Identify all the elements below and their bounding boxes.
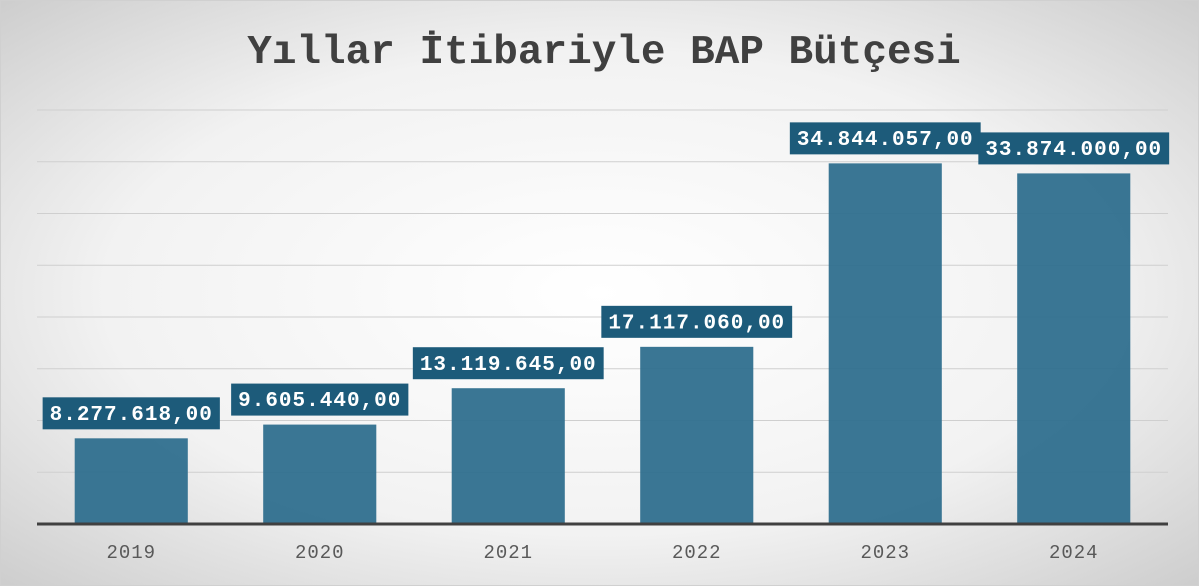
data-label-box [231, 383, 409, 416]
data-label: 33.874.000,00 [985, 139, 1162, 162]
chart-title: Yıllar İtibariyle BAP Bütçesi [247, 30, 961, 76]
x-tick-label: 2021 [483, 542, 533, 564]
bar [263, 424, 377, 524]
bar [640, 346, 754, 524]
x-tick-label: 2023 [860, 542, 910, 564]
x-tick-label: 2020 [295, 542, 345, 564]
bar [74, 438, 188, 524]
x-tick-label: 2019 [106, 542, 156, 564]
bar [828, 163, 942, 524]
data-label-box [42, 397, 220, 430]
data-label: 34.844.057,00 [797, 129, 974, 152]
data-label-box [978, 132, 1170, 165]
data-label: 9.605.440,00 [238, 390, 401, 413]
data-label: 8.277.618,00 [50, 404, 213, 427]
x-tick-label: 2022 [672, 542, 722, 564]
bar [1017, 173, 1131, 524]
data-label: 13.119.645,00 [420, 354, 597, 377]
x-tick-label: 2024 [1049, 542, 1099, 564]
data-label-box [412, 347, 604, 380]
data-label-box [789, 122, 981, 155]
bar [451, 388, 565, 524]
data-label: 17.117.060,00 [608, 312, 785, 335]
data-label-box [601, 305, 793, 338]
